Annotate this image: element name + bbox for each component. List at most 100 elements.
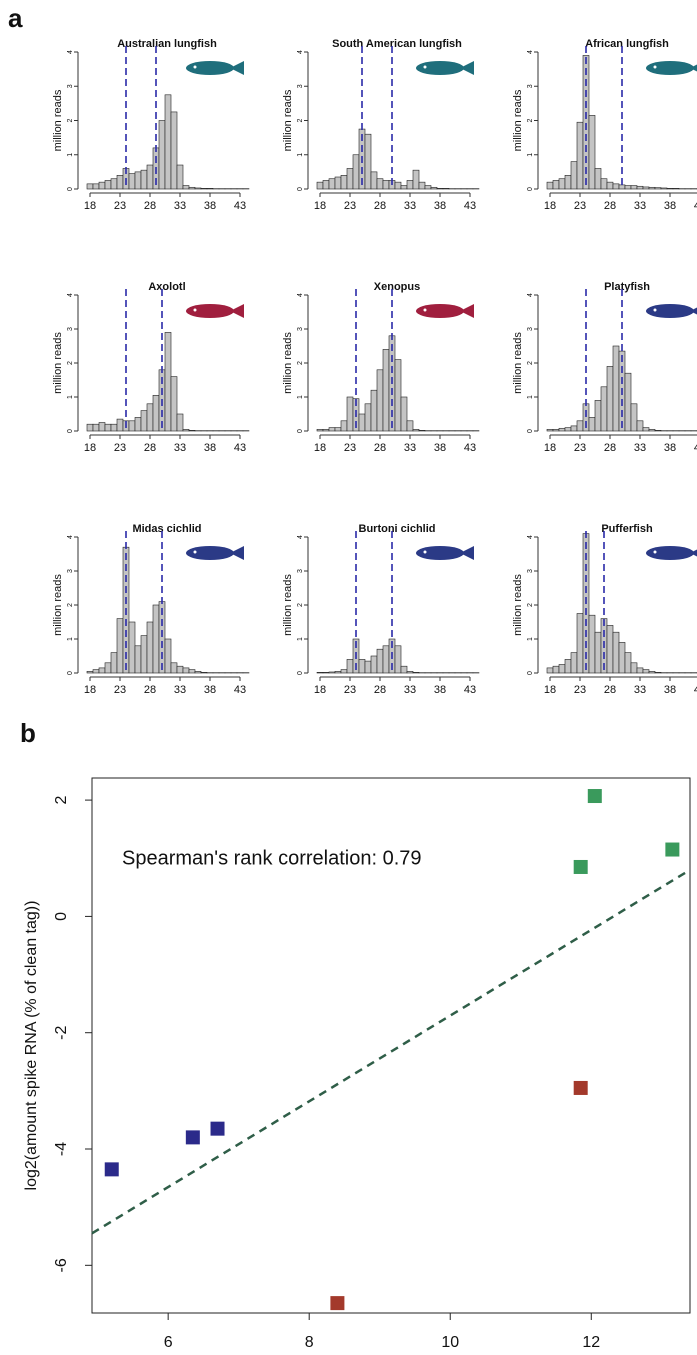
x-tick-label: 43: [464, 442, 476, 454]
bar: [624, 185, 632, 190]
bar: [558, 178, 566, 190]
bar: [170, 662, 178, 674]
bar: [558, 427, 566, 432]
x-tick-label: 28: [144, 200, 156, 212]
x-tick-label: 23: [344, 200, 356, 212]
bar: [116, 418, 124, 432]
bar: [128, 420, 136, 432]
bar: [382, 645, 390, 674]
bar: [164, 94, 172, 190]
y-tick-label: 4: [67, 50, 74, 54]
y-tick-label: 3: [67, 84, 74, 88]
bar: [358, 413, 366, 432]
bar: [334, 670, 342, 674]
y-tick-label: 0: [53, 912, 70, 921]
annotation: Spearman's rank correlation: 0.79: [122, 847, 422, 869]
y-tick-label: 0: [527, 671, 534, 675]
bar: [606, 181, 614, 190]
bar: [394, 645, 402, 674]
x-tick-label: 28: [144, 442, 156, 454]
x-tick-label: 43: [234, 442, 246, 454]
bar: [98, 181, 106, 190]
y-tick-label: 0: [527, 429, 534, 433]
panel-label: a: [8, 3, 23, 33]
bar: [654, 672, 662, 674]
y-tick-label: 3: [297, 327, 304, 331]
bar: [316, 181, 324, 190]
x-tick-label: 43: [234, 684, 246, 696]
y-tick-label: 1: [297, 153, 304, 157]
point: [330, 1296, 345, 1311]
bar: [340, 669, 348, 674]
bar: [564, 427, 572, 432]
bar: [176, 413, 184, 432]
chart-title: Pufferfish: [601, 523, 653, 535]
y-tick-label: 3: [527, 569, 534, 573]
animal-icon: [193, 308, 197, 312]
x-tick-label: 33: [634, 684, 646, 696]
animal-icon: [193, 65, 197, 69]
y-axis-label: million reads: [282, 574, 294, 636]
point: [185, 1130, 200, 1145]
bar: [194, 670, 202, 674]
x-tick-label: 33: [634, 442, 646, 454]
y-tick-label: 2: [527, 118, 534, 122]
y-axis-label: million reads: [282, 89, 294, 151]
bar: [546, 181, 554, 190]
bar: [412, 169, 420, 190]
animal-icon: [653, 550, 657, 554]
animal-icon: [416, 61, 464, 75]
bar: [570, 161, 578, 190]
bar: [182, 428, 190, 432]
bar: [594, 400, 602, 432]
bar: [134, 645, 142, 674]
bar: [594, 631, 602, 674]
bar: [140, 410, 148, 432]
x-tick-label: 18: [544, 684, 556, 696]
y-tick-label: -2: [53, 1025, 70, 1039]
x-tick-label: 33: [174, 200, 186, 212]
bar: [630, 185, 638, 190]
bar: [636, 420, 644, 432]
animal-icon: [690, 549, 697, 557]
bar: [558, 664, 566, 674]
bar: [98, 667, 106, 674]
animal-icon: [460, 61, 474, 75]
bar: [636, 667, 644, 674]
bar: [134, 171, 142, 190]
y-tick-label: 2: [527, 361, 534, 365]
x-tick-label: 33: [634, 200, 646, 212]
bar: [624, 372, 632, 432]
x-tick-label: 43: [464, 684, 476, 696]
bar: [128, 173, 136, 190]
y-tick-label: 4: [527, 535, 534, 539]
x-tick-label: 18: [544, 200, 556, 212]
y-tick-label: 1: [67, 153, 74, 157]
animal-icon: [186, 61, 234, 75]
y-tick-label: 4: [297, 293, 304, 297]
bar: [116, 618, 124, 674]
bar: [400, 665, 408, 674]
bar: [648, 670, 656, 674]
y-tick-label: 0: [527, 187, 534, 191]
y-tick-label: 3: [67, 327, 74, 331]
bar: [564, 659, 572, 674]
bar: [358, 659, 366, 674]
y-tick-label: 1: [297, 395, 304, 399]
bar: [612, 631, 620, 674]
x-tick-label: 38: [204, 684, 216, 696]
bar: [116, 175, 124, 190]
bar: [546, 667, 554, 674]
bar: [436, 188, 444, 190]
bar: [394, 359, 402, 432]
bar: [642, 186, 650, 190]
bar: [600, 386, 608, 432]
x-tick-label: 33: [404, 442, 416, 454]
bar: [170, 376, 178, 432]
y-tick-label: -6: [53, 1258, 70, 1272]
bar: [648, 186, 656, 190]
bar: [86, 183, 94, 190]
bar: [600, 178, 608, 190]
animal-icon: [646, 61, 694, 75]
